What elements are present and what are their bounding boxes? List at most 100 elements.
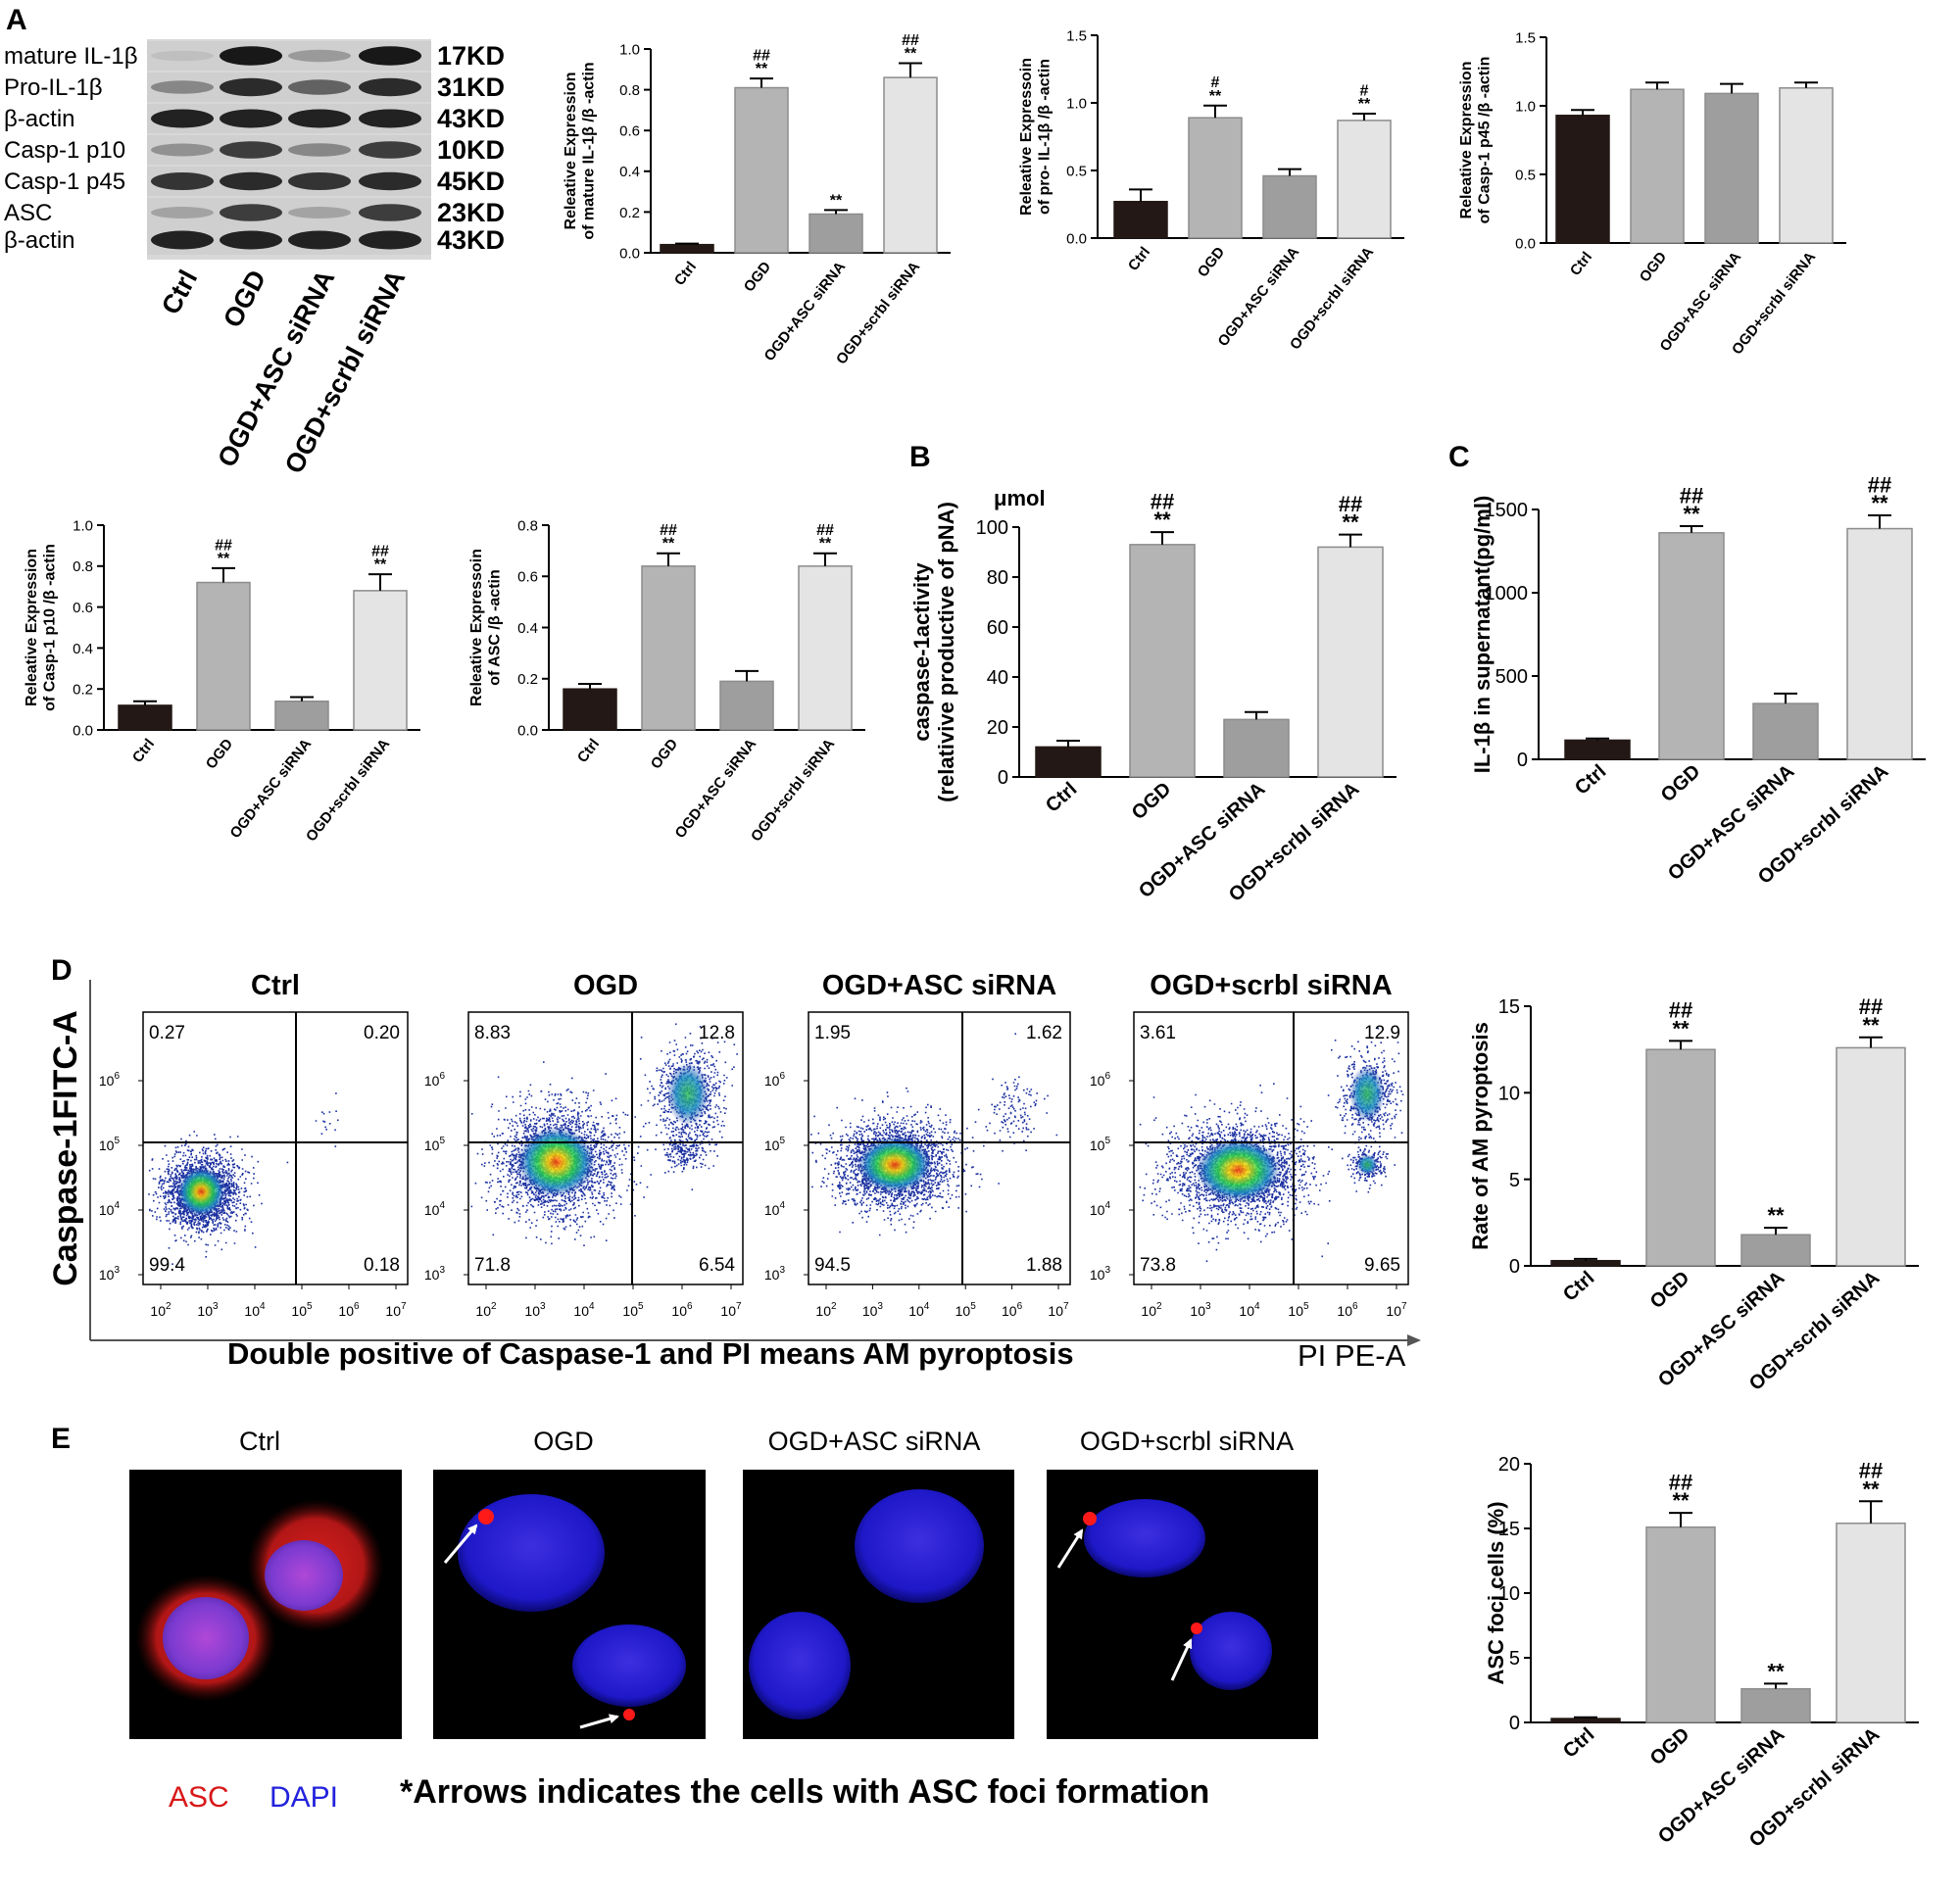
flow-x-tick-exponent: 2	[831, 1301, 837, 1312]
significance-hash: #	[1360, 82, 1369, 99]
y-tick-label: 0.0	[73, 722, 93, 739]
category-label: Ctrl	[1125, 244, 1153, 274]
flow-plot-ogd-scrbl-sirna: OGD+scrbl siRNA 3.61 12.9 73.8 9.65 102 103 104…	[1090, 970, 1409, 1319]
blot-row-label: Pro-IL-1β	[4, 74, 103, 101]
flow-quadrant-ll: 99.4	[149, 1255, 185, 1276]
chart-caspase1-activity: 0 20 40 60 80 100 caspase-1activity (relativive…	[909, 486, 1396, 906]
blot-lane-label: Ctrl	[156, 266, 203, 319]
flow-x-tick-exponent: 3	[540, 1301, 546, 1312]
y-tick-label: 500	[1495, 666, 1528, 688]
cell-nucleus-dapi	[855, 1489, 984, 1603]
flow-plot-title: OGD	[573, 970, 638, 1001]
flow-quadrant-ur: 12.9	[1364, 1023, 1400, 1043]
flow-y-tick-exponent: 6	[1104, 1071, 1110, 1082]
y-tick-label: 0.4	[517, 620, 538, 637]
micro-title: OGD	[533, 1427, 594, 1456]
foci-arrow	[1170, 1638, 1193, 1681]
bar-ctrl	[1564, 739, 1631, 760]
immunofluorescence-panel: ASC DAPI *Arrows indicates the cells wit…	[129, 1427, 1318, 1814]
bar-ogd-scrbl-sirna	[1337, 120, 1392, 239]
bar-ogd-scrbl-sirna	[353, 590, 408, 731]
flow-x-tick-label: 103	[862, 1301, 884, 1319]
y-tick-label: 1500	[1485, 500, 1529, 521]
bar-ctrl	[660, 243, 714, 254]
y-axis-label: Releative Expressoin	[1018, 58, 1035, 216]
flow-y-tick-exponent: 5	[1104, 1136, 1110, 1146]
significance-hash: ##	[1680, 483, 1703, 508]
blot-band	[220, 171, 282, 191]
flow-density-core	[176, 1167, 225, 1217]
flow-y-tick-exponent: 5	[114, 1136, 120, 1146]
bar-ctrl	[1035, 746, 1102, 778]
flow-events	[148, 1092, 339, 1265]
y-tick-label: 0	[1509, 1713, 1520, 1734]
bar-ogd-asc-sirna	[1752, 702, 1819, 760]
flow-y-tick-exponent: 4	[779, 1200, 785, 1211]
category-label: Ctrl	[1559, 1267, 1598, 1305]
asc-focus	[1083, 1512, 1097, 1526]
y-tick-label: 15	[1498, 1519, 1520, 1540]
flow-y-tick-exponent: 3	[1104, 1265, 1110, 1276]
category-label: Ctrl	[1559, 1723, 1598, 1762]
y-tick-label: 0.0	[619, 245, 640, 262]
micro-title: OGD+ASC siRNA	[768, 1427, 981, 1456]
y-tick-label: 0.5	[1066, 163, 1087, 179]
flow-density-core	[1195, 1138, 1282, 1202]
blot-size-label: 10KD	[437, 135, 505, 165]
blot-band	[359, 171, 421, 191]
flow-x-tick-label: 105	[956, 1301, 977, 1319]
micro-note: *Arrows indicates the cells with ASC foc…	[400, 1773, 1209, 1811]
flow-x-tick-exponent: 7	[1401, 1301, 1407, 1312]
bar-ogd-scrbl-sirna	[1317, 546, 1384, 778]
flow-x-tick-exponent: 5	[970, 1301, 976, 1312]
flow-x-tick-label: 104	[1239, 1301, 1260, 1319]
blot-row-label: Casp-1 p10	[4, 137, 125, 164]
flow-y-tick-label: 106	[1090, 1071, 1111, 1089]
flow-y-tick-label: 103	[99, 1265, 121, 1283]
flow-x-tick-label: 105	[1288, 1301, 1309, 1319]
flow-y-tick-exponent: 6	[114, 1071, 120, 1082]
bar-ogd-scrbl-sirna	[1779, 87, 1834, 244]
blot-band	[220, 109, 282, 128]
flow-y-tick-label: 105	[424, 1136, 446, 1153]
y-tick-label: 0.8	[73, 558, 93, 575]
y-unit-label: μmol	[994, 486, 1046, 510]
y-tick-label: 5	[1509, 1170, 1520, 1191]
y-tick-label: 20	[987, 717, 1008, 739]
flow-x-tick-exponent: 2	[491, 1301, 497, 1312]
y-axis-label: caspase-1activity	[909, 562, 934, 742]
asc-focus	[1191, 1623, 1202, 1634]
flow-y-tick-exponent: 6	[779, 1071, 785, 1082]
blot-band	[151, 230, 214, 250]
category-label: OGD	[1657, 760, 1705, 806]
bar-ctrl	[563, 688, 617, 731]
western-blot: mature IL-1β 17KD Pro-IL-1β 31KD β-actin 43KD…	[4, 39, 505, 478]
category-label: Ctrl	[574, 736, 603, 766]
flow-x-tick-exponent: 2	[1156, 1301, 1162, 1312]
significance-stars: **	[662, 536, 675, 553]
y-axis-label: Releative Expression	[1458, 62, 1475, 219]
flow-x-tick-exponent: 6	[1017, 1301, 1023, 1312]
blot-row-label: mature IL-1β	[4, 43, 138, 70]
flow-y-tick-label: 104	[424, 1200, 446, 1218]
flow-y-tick-label: 103	[1090, 1265, 1111, 1283]
micro-title: OGD+scrbl siRNA	[1080, 1427, 1294, 1456]
flow-y-tick-label: 104	[99, 1200, 121, 1218]
blot-band	[288, 207, 351, 218]
flow-x-tick-label: 106	[1337, 1301, 1358, 1319]
blot-band	[288, 79, 351, 95]
significance-hash: ##	[1859, 994, 1883, 1019]
blot-band	[151, 80, 214, 94]
flow-x-tick-exponent: 5	[307, 1301, 313, 1312]
significance-stars: **	[1767, 1203, 1785, 1228]
bar-ogd-scrbl-sirna	[1836, 1046, 1906, 1267]
y-tick-label: 0	[998, 767, 1008, 789]
flow-x-tick-label: 107	[385, 1301, 407, 1319]
bar-ogd-scrbl-sirna	[1846, 527, 1913, 760]
blot-band	[359, 77, 421, 97]
micro-title: Ctrl	[239, 1427, 280, 1456]
y-tick-label: 0.2	[517, 671, 538, 688]
cell-nucleus-dapi	[1084, 1499, 1205, 1577]
flow-y-tick-exponent: 6	[439, 1071, 445, 1082]
panel-letter-c: C	[1448, 441, 1470, 473]
